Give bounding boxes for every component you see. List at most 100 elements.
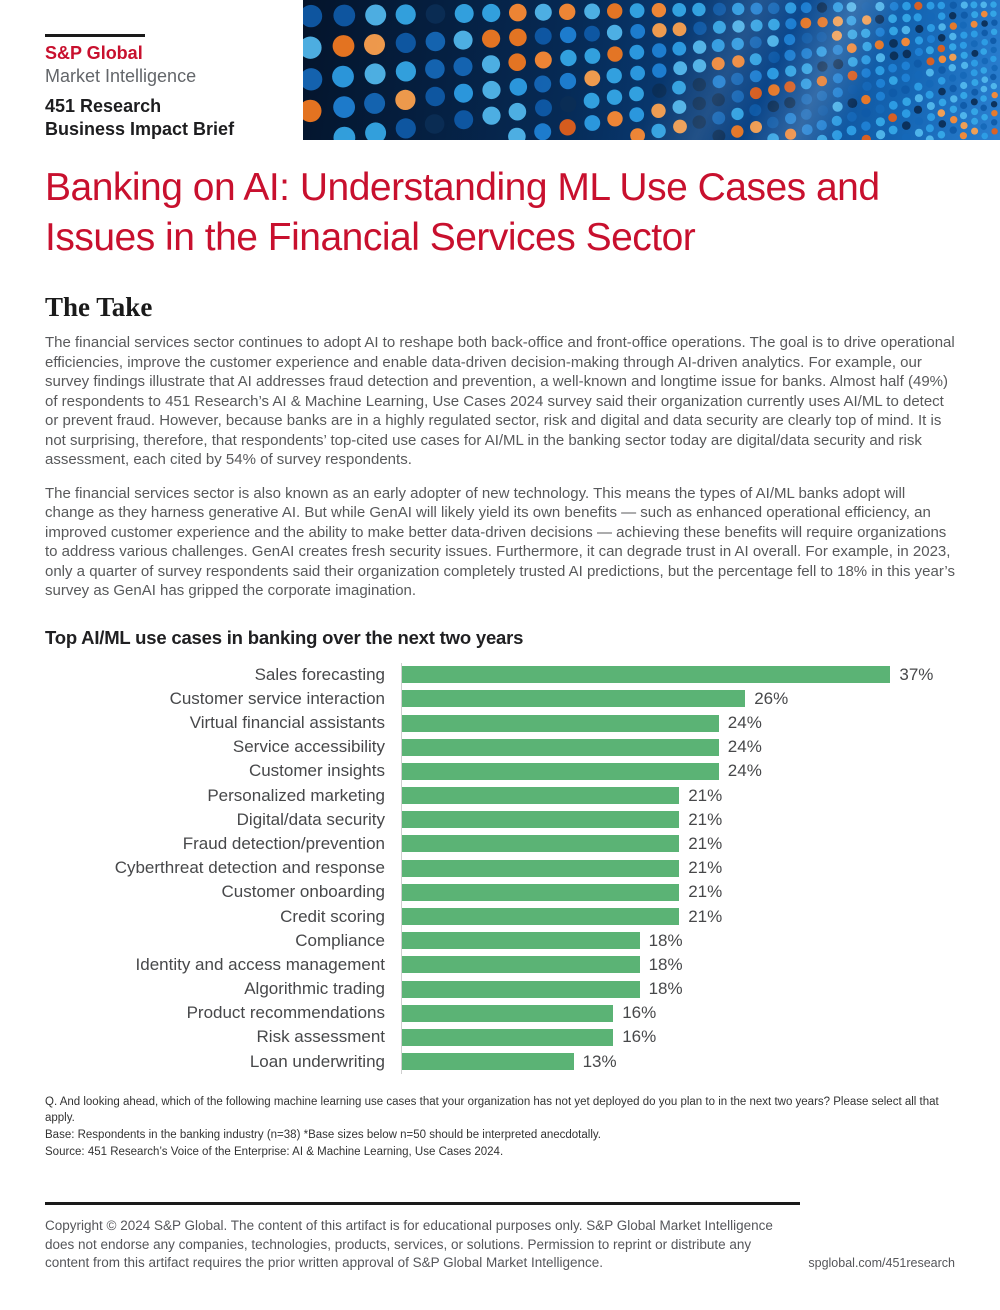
chart-row: Digital/data security 21% bbox=[55, 807, 955, 832]
bar bbox=[402, 714, 719, 732]
bar bbox=[402, 932, 640, 950]
bar-value-label: 18% bbox=[648, 930, 683, 950]
bar-value-label: 24% bbox=[727, 761, 762, 781]
chart-row: Customer insights 24% bbox=[55, 759, 955, 784]
bar bbox=[402, 690, 746, 708]
bar-value-label: 18% bbox=[648, 979, 683, 999]
bar-track: 21% bbox=[401, 856, 955, 881]
bar-label: Cyberthreat detection and response bbox=[114, 858, 385, 878]
bar-value-label: 24% bbox=[727, 713, 762, 732]
body-paragraph-1: The financial services sector continues … bbox=[45, 334, 955, 469]
bar-label: Identity and access management bbox=[135, 954, 385, 974]
chart-row: Sales forecasting 37% bbox=[55, 662, 955, 687]
logo-rule bbox=[45, 34, 145, 37]
led-dots-graphic bbox=[303, 1, 998, 140]
chart-title: Top AI/ML use cases in banking over the … bbox=[45, 626, 524, 648]
logo-451-research: 451 Research bbox=[45, 96, 162, 116]
bar-value-label: 21% bbox=[688, 858, 723, 878]
bar-track: 21% bbox=[401, 807, 955, 832]
bar-track: 21% bbox=[401, 880, 955, 905]
bar-label: Customer onboarding bbox=[221, 882, 385, 902]
bar-value-label: 37% bbox=[899, 664, 934, 684]
bar-label: Product recommendations bbox=[186, 1003, 385, 1023]
chart-footnotes: Q. And looking ahead, which of the follo… bbox=[45, 1094, 955, 1161]
bar-track: 16% bbox=[401, 1025, 955, 1050]
bar-track: 18% bbox=[401, 976, 955, 1002]
chart-row: Credit scoring 21% bbox=[55, 904, 955, 929]
footnote-question: Q. And looking ahead, which of the follo… bbox=[45, 1095, 939, 1125]
bar bbox=[402, 787, 680, 805]
bar-label: Fraud detection/prevention bbox=[182, 833, 385, 853]
bar bbox=[402, 980, 640, 998]
brand-logo: S&P Global Market Intelligence 451 Resea… bbox=[45, 0, 295, 141]
chart-row: Risk assessment 16% bbox=[55, 1025, 955, 1050]
bar bbox=[402, 1028, 614, 1046]
bar-track: 18% bbox=[401, 952, 955, 977]
bar bbox=[402, 1053, 574, 1071]
bar-value-label: 16% bbox=[622, 1003, 657, 1023]
bar-track: 24% bbox=[401, 759, 955, 784]
bar-label: Digital/data security bbox=[236, 809, 385, 829]
footnote-base: Base: Respondents in the banking industr… bbox=[45, 1129, 601, 1142]
chart-row: Identity and access management 18% bbox=[55, 952, 955, 977]
bar-track: 24% bbox=[401, 735, 955, 760]
body-paragraph-2: The financial services sector is also kn… bbox=[45, 484, 955, 600]
bar bbox=[402, 666, 891, 684]
chart-row: Personalized marketing 21% bbox=[55, 783, 955, 808]
bar bbox=[402, 859, 680, 877]
bar bbox=[402, 811, 680, 829]
bar-label: Customer service interaction bbox=[169, 688, 385, 708]
bar-label: Algorithmic trading bbox=[244, 979, 385, 999]
bar bbox=[402, 883, 680, 901]
spglobal-link[interactable]: spglobal.com/451research bbox=[808, 1256, 955, 1270]
bar-label: Risk assessment bbox=[256, 1027, 385, 1047]
logo-business-impact-brief: Business Impact Brief bbox=[45, 119, 235, 139]
logo-sp-global: S&P Global bbox=[45, 43, 143, 63]
bar-value-label: 18% bbox=[648, 954, 683, 974]
bar-value-label: 21% bbox=[688, 809, 723, 829]
footer-rule bbox=[45, 1202, 800, 1206]
bar bbox=[402, 762, 719, 780]
bar-value-label: 16% bbox=[622, 1027, 657, 1047]
chart-row: Customer service interaction 26% bbox=[55, 686, 955, 711]
page-title: Banking on AI: Understanding ML Use Case… bbox=[45, 166, 880, 259]
bar bbox=[402, 738, 719, 756]
chart-row: Fraud detection/prevention 21% bbox=[55, 831, 955, 857]
chart-row: Product recommendations 16% bbox=[55, 1001, 955, 1026]
bar bbox=[402, 956, 640, 974]
bar bbox=[402, 1004, 614, 1022]
copyright-text: Copyright © 2024 S&P Global. The content… bbox=[45, 1218, 773, 1270]
bar bbox=[402, 835, 680, 853]
bar-track: 21% bbox=[401, 831, 955, 857]
bar-value-label: 13% bbox=[582, 1051, 617, 1071]
bar-track: 37% bbox=[401, 662, 955, 687]
bar-label: Virtual financial assistants bbox=[189, 713, 385, 732]
bar-track: 26% bbox=[401, 686, 955, 711]
bar-label: Customer insights bbox=[248, 761, 385, 781]
bar-track: 24% bbox=[401, 710, 955, 736]
bar bbox=[402, 908, 680, 925]
bar-value-label: 21% bbox=[688, 785, 723, 805]
bar-value-label: 21% bbox=[688, 906, 723, 926]
bar-track: 13% bbox=[401, 1049, 955, 1074]
bar-value-label: 21% bbox=[688, 833, 723, 853]
bar-label: Compliance bbox=[295, 930, 385, 950]
bar-label: Service accessibility bbox=[232, 737, 385, 757]
led-wall-image bbox=[303, 0, 1000, 140]
footnote-source: Source: 451 Research’s Voice of the Ente… bbox=[45, 1145, 504, 1158]
bar-track: 21% bbox=[401, 783, 955, 808]
bar-track: 16% bbox=[401, 1001, 955, 1026]
chart-row: Algorithmic trading 18% bbox=[55, 976, 955, 1002]
chart-row: Service accessibility 24% bbox=[55, 735, 955, 760]
section-heading-the-take: The Take bbox=[45, 292, 153, 323]
bar-label: Personalized marketing bbox=[207, 785, 385, 805]
bar-label: Credit scoring bbox=[280, 906, 385, 926]
chart-row: Cyberthreat detection and response 21% bbox=[55, 856, 955, 881]
chart-row: Virtual financial assistants 24% bbox=[55, 710, 955, 736]
bar-track: 18% bbox=[401, 928, 955, 953]
chart-row: Customer onboarding 21% bbox=[55, 880, 955, 905]
bar-value-label: 21% bbox=[688, 882, 723, 902]
bar-chart: Sales forecasting 37% Customer service int… bbox=[55, 662, 955, 1074]
bar-label: Sales forecasting bbox=[254, 664, 385, 684]
